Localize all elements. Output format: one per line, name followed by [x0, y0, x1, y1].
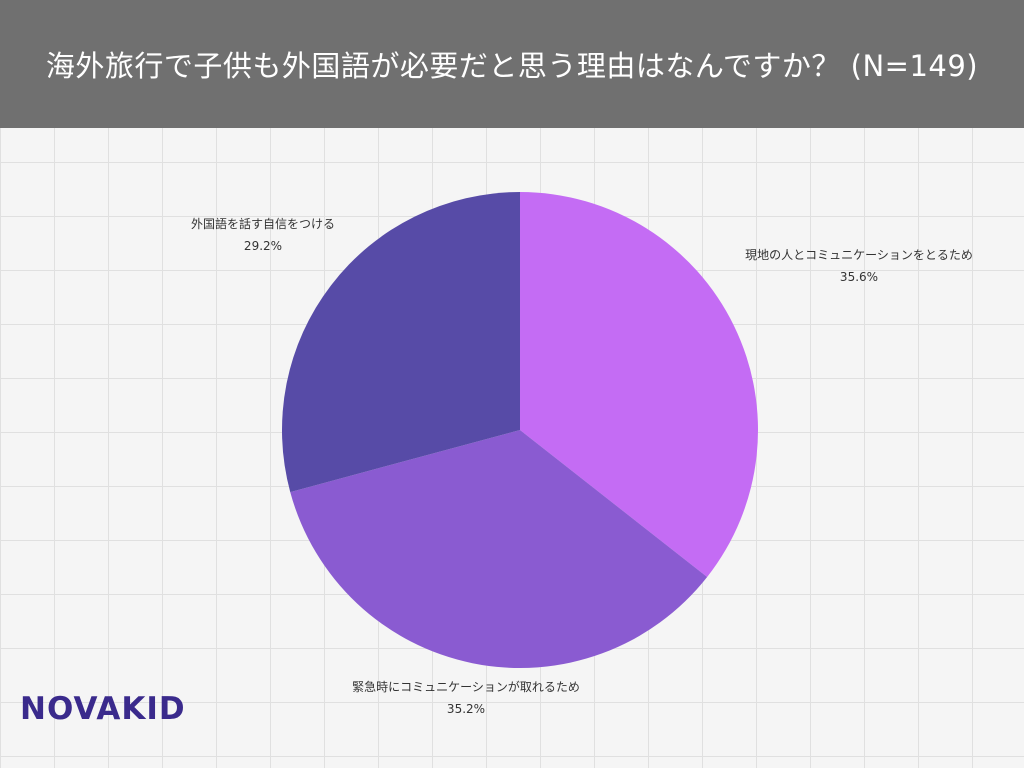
slice-value-label: 29.2% [243, 239, 283, 253]
slice-label-text: 現地の人とコミュニケーションをとるため [745, 248, 973, 262]
chart-title: 海外旅行で子供も外国語が必要だと思う理由はなんですか？ (N=149) [45, 49, 979, 83]
slice-label-speaking-confidence: 外国語を話す自信をつける 29.2% [191, 213, 335, 257]
slice-value-label: 35.6% [839, 270, 879, 284]
logo-text: NOVAKID [20, 691, 186, 727]
slice-label-emergency-communication: 緊急時にコミュニケーションが取れるため 35.2% [352, 676, 580, 720]
pie-slice-local-communication [520, 192, 758, 578]
title-bar: 海外旅行で子供も外国語が必要だと思う理由はなんですか？ (N=149) [0, 0, 1024, 128]
pie-slice-speaking-confidence [282, 192, 520, 493]
slice-label-local-communication: 現地の人とコミュニケーションをとるため 35.6% [745, 244, 973, 288]
novakid-logo: NOVAKID [20, 686, 186, 732]
pie-slice-emergency-communication [290, 430, 708, 669]
slice-label-text: 外国語を話す自信をつける [190, 217, 336, 231]
slice-value-label: 35.2% [446, 702, 486, 716]
slice-label-text: 緊急時にコミュニケーションが取れるため [352, 680, 580, 694]
